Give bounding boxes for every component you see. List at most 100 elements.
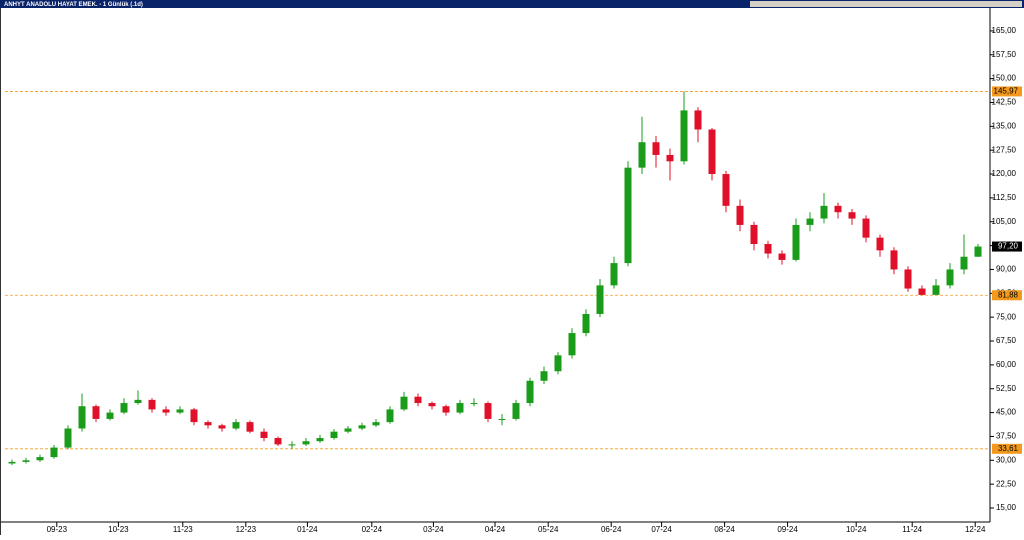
- x-tick-label: 06-24: [601, 525, 622, 534]
- candle-body: [134, 399, 142, 404]
- candle-body: [582, 313, 590, 334]
- candle-body: [8, 461, 16, 464]
- candle-body: [876, 237, 884, 251]
- candle-body: [610, 263, 618, 286]
- y-tick-label: 67,50: [996, 336, 1017, 345]
- x-tick-label: 03-24: [423, 525, 444, 534]
- candle-body: [218, 425, 226, 429]
- candle-body: [512, 403, 520, 419]
- candle-body: [750, 224, 758, 245]
- y-tick-label: 127,50: [992, 145, 1017, 154]
- y-tick-label: 90,00: [996, 265, 1017, 274]
- toolbar[interactable]: [750, 1, 1022, 7]
- candle-body: [526, 380, 534, 404]
- candle-body: [372, 422, 380, 426]
- candle-body: [708, 129, 716, 175]
- y-tick-label: 120,00: [992, 169, 1017, 178]
- candle-body: [386, 409, 394, 423]
- candle-body: [666, 154, 674, 162]
- candle-body: [946, 269, 954, 286]
- y-tick-label: 75,00: [996, 312, 1017, 321]
- x-tick-label: 12-24: [965, 525, 986, 534]
- candle-body: [22, 460, 30, 462]
- candle-body: [764, 244, 772, 254]
- y-tick-label: 52,50: [996, 384, 1017, 393]
- candle-body: [806, 218, 814, 225]
- candle-body: [414, 396, 422, 404]
- candle-body: [498, 418, 506, 420]
- candle-body: [554, 355, 562, 372]
- candle-body: [64, 428, 72, 448]
- candle-body: [904, 269, 912, 289]
- candle-body: [848, 212, 856, 219]
- candle-body: [484, 403, 492, 419]
- candle-body: [568, 333, 576, 356]
- candle-body: [120, 403, 128, 413]
- candle-body: [330, 431, 338, 439]
- candle-body: [862, 218, 870, 238]
- level-label: 81,88: [998, 290, 1019, 299]
- candle-body: [890, 250, 898, 270]
- y-tick-label: 165,00: [992, 26, 1017, 35]
- y-tick-label: 150,00: [992, 74, 1017, 83]
- candle-body: [36, 457, 44, 461]
- x-tick-label: 11-23: [173, 525, 193, 534]
- y-tick-label: 142,50: [992, 98, 1017, 107]
- candle-body: [820, 205, 828, 219]
- candle-body: [344, 428, 352, 432]
- candle-body: [540, 371, 548, 381]
- y-tick-label: 157,50: [992, 50, 1017, 59]
- x-tick-label: 09-24: [777, 525, 798, 534]
- candle-body: [974, 246, 982, 257]
- candle-body: [176, 409, 184, 413]
- x-tick-label: 12-23: [236, 525, 257, 534]
- candle-body: [456, 403, 464, 413]
- y-tick-label: 135,00: [992, 121, 1017, 130]
- x-tick-label: 11-24: [902, 525, 922, 534]
- candle-body: [400, 396, 408, 410]
- candle-body: [190, 409, 198, 423]
- candle-body: [162, 409, 170, 413]
- candle-body: [246, 422, 254, 432]
- candle-body: [288, 444, 296, 446]
- candle-body: [834, 205, 842, 213]
- y-tick-label: 105,00: [992, 217, 1017, 226]
- candle-body: [92, 406, 100, 419]
- candle-body: [50, 447, 58, 458]
- candle-body: [78, 406, 86, 429]
- chart-title: ANHYT ANADOLU HAYAT EMEK. - 1 Günlük (.1…: [4, 2, 143, 8]
- level-label: 33,61: [998, 444, 1019, 453]
- candle-body: [232, 422, 240, 429]
- x-tick-label: 02-24: [362, 525, 383, 534]
- y-tick-label: 60,00: [996, 360, 1017, 369]
- x-tick-label: 07-24: [651, 525, 672, 534]
- y-tick-label: 22,50: [996, 479, 1017, 488]
- y-tick-label: 45,00: [996, 408, 1017, 417]
- candle-body: [652, 142, 660, 155]
- candle-body: [918, 288, 926, 295]
- candle-body: [204, 422, 212, 426]
- candle-body: [680, 110, 688, 162]
- level-tag: [992, 290, 1022, 301]
- level-label: 145,97: [994, 87, 1019, 96]
- x-tick-label: 09-23: [47, 525, 68, 534]
- candle-body: [442, 406, 450, 413]
- x-tick-label: 05-24: [538, 525, 559, 534]
- candle-body: [428, 403, 436, 407]
- level-tag: [992, 443, 1022, 454]
- candle-body: [778, 253, 786, 260]
- candle-body: [624, 167, 632, 264]
- x-tick-label: 04-24: [485, 525, 506, 534]
- candle-body: [106, 412, 114, 419]
- x-tick-label: 10-24: [846, 525, 867, 534]
- y-tick-label: 37,50: [996, 432, 1017, 441]
- candle-body: [932, 285, 940, 295]
- candle-body: [694, 110, 702, 130]
- last-price-tag: [992, 241, 1022, 252]
- candle-body: [792, 224, 800, 260]
- title-bar: [0, 0, 1024, 8]
- level-tag: [992, 86, 1022, 97]
- candle-body: [302, 441, 310, 445]
- candle-body: [722, 174, 730, 206]
- candle-body: [470, 403, 478, 405]
